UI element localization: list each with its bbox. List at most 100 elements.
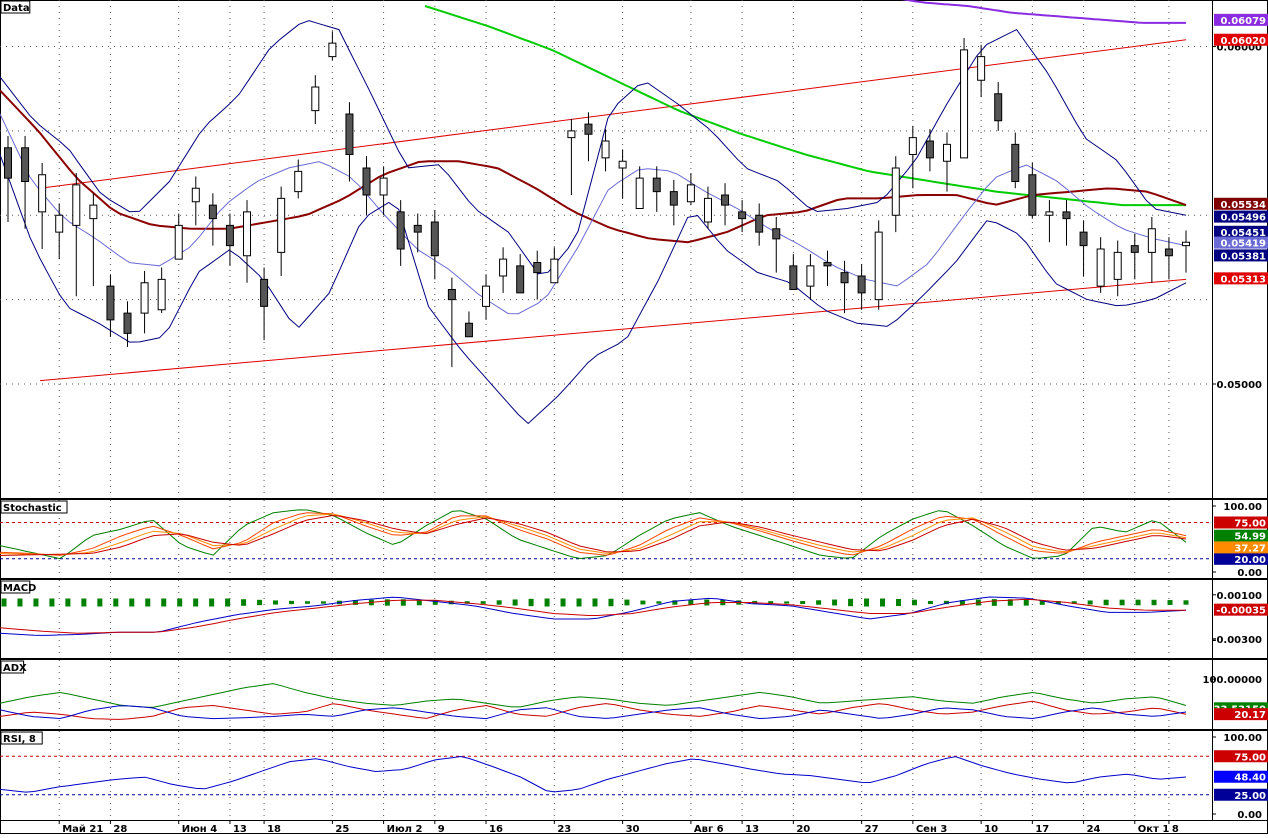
time-tick-label: Июн 4 <box>182 824 217 834</box>
candle-body <box>499 258 508 277</box>
candle <box>499 247 508 293</box>
histogram-bar <box>161 598 167 607</box>
candle <box>1028 162 1037 219</box>
price-tag: 48.40 <box>1214 770 1268 784</box>
candle-body <box>1011 143 1020 182</box>
candle-body <box>208 204 217 220</box>
histogram-bar <box>512 599 518 606</box>
candle-body <box>806 265 815 287</box>
histogram-bar <box>1 598 7 607</box>
price-tag: 54.99 <box>1214 529 1268 543</box>
candle-body <box>942 143 951 162</box>
candle <box>533 250 542 300</box>
candle-body <box>174 224 183 260</box>
time-tick-label: 16 <box>489 824 503 834</box>
candle-body <box>1062 211 1071 220</box>
price-tag-box <box>1214 552 1268 565</box>
macd-panel: MACD 0.00100 -0.00300 -0.00035 <box>0 580 1268 658</box>
price-tag: 25.00 <box>1214 788 1268 802</box>
candle <box>618 149 627 199</box>
candle <box>1147 216 1156 283</box>
candle-body <box>38 174 47 213</box>
price-tag-label: 25.00 <box>1234 791 1266 802</box>
candle <box>994 81 1003 131</box>
candle <box>652 166 661 212</box>
candle <box>550 247 559 284</box>
price-tag: 20.17 <box>1214 708 1268 721</box>
histogram-bar <box>608 598 614 607</box>
candle <box>21 135 30 229</box>
price-tag-label: 0.06020 <box>1220 36 1266 47</box>
candle <box>772 216 781 273</box>
time-tick-label: 18 <box>267 824 281 834</box>
candle <box>345 102 354 182</box>
histogram-bar <box>672 600 678 605</box>
candle <box>1164 237 1173 280</box>
candle-body <box>106 285 115 321</box>
histogram-bar <box>640 600 646 605</box>
histogram-bar <box>304 601 310 604</box>
candle <box>686 173 695 206</box>
price-tag-label: 37.27 <box>1234 543 1266 554</box>
histogram-bar <box>959 600 965 605</box>
histogram-bar <box>624 599 630 606</box>
candle <box>328 31 337 60</box>
candle-body <box>311 86 320 112</box>
candle-body <box>260 278 269 307</box>
price-tag-box <box>1214 770 1268 783</box>
histogram-bar <box>81 598 87 607</box>
price-tag: -0.00035 <box>1214 603 1268 617</box>
time-tick-label: 13 <box>233 824 247 834</box>
candle-body <box>413 224 422 233</box>
histogram-bar <box>320 601 326 604</box>
candle-body <box>857 275 866 294</box>
axis-tick-label: 0.05000 <box>1216 380 1262 391</box>
candle <box>379 166 388 216</box>
price-tag-box <box>1214 516 1268 529</box>
axis-tick-label: 0.00100 <box>1216 591 1262 602</box>
price-tag-label: 0.05419 <box>1220 239 1266 250</box>
candle <box>225 213 234 266</box>
axis-tick-label: 0.00 <box>1237 568 1262 579</box>
histogram-bar <box>943 600 949 605</box>
histogram-bar <box>911 599 917 606</box>
candle-body <box>1130 245 1139 253</box>
bollinger-lower-line <box>0 154 1187 425</box>
time-tick-label: Окт 1 <box>1138 824 1170 834</box>
candle <box>72 173 81 297</box>
histogram-bar <box>113 598 119 607</box>
indicator-line <box>0 683 1187 708</box>
candle <box>260 267 269 341</box>
candle-body <box>21 147 30 182</box>
candle <box>243 200 252 283</box>
candle-body <box>686 184 695 203</box>
candle <box>396 200 405 266</box>
histogram-bar <box>241 599 247 606</box>
candle-body <box>823 262 832 267</box>
candle <box>806 254 815 300</box>
candle <box>140 270 149 334</box>
price-tag: 0.05419 <box>1214 236 1268 250</box>
candle-body <box>567 130 576 139</box>
panel-title: MACD <box>3 583 36 594</box>
time-tick-label: 9 <box>438 824 445 834</box>
channel-upper <box>39 39 1187 189</box>
histogram-bar <box>592 598 598 607</box>
price-tag-box <box>1214 13 1268 26</box>
indicator-line <box>0 700 1187 720</box>
candle-body <box>533 262 542 274</box>
time-tick-label: 10 <box>984 824 998 834</box>
price-tag-box <box>1214 33 1268 46</box>
histogram-bar <box>864 598 870 607</box>
price-tag: 0.05496 <box>1214 210 1268 224</box>
candle-body <box>1045 211 1054 216</box>
price-tag-box <box>1214 541 1268 554</box>
price-tag-box <box>1214 210 1268 223</box>
candle-body <box>977 56 986 81</box>
candle-body <box>891 167 900 216</box>
candle <box>191 176 200 226</box>
candle <box>208 193 217 246</box>
candle-body <box>874 231 883 301</box>
